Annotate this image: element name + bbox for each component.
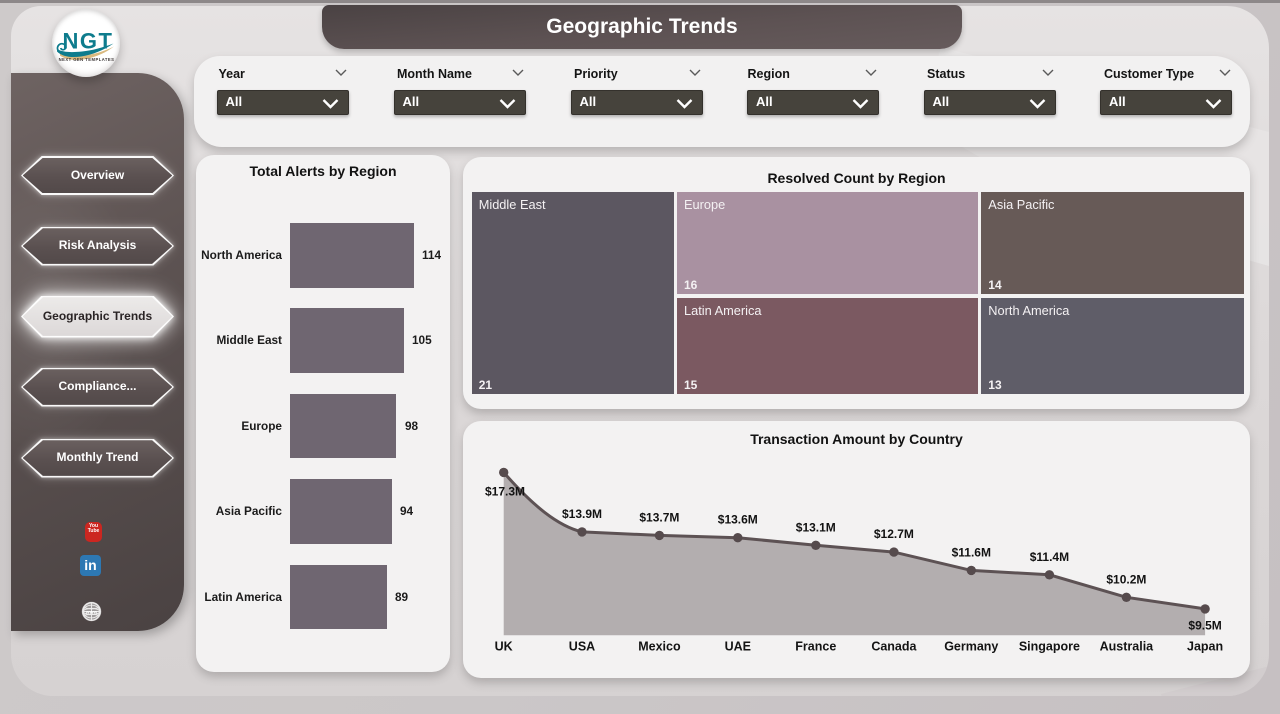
svg-text:$9.5M: $9.5M: [1188, 619, 1221, 633]
svg-text:$10.2M: $10.2M: [1106, 572, 1146, 586]
svg-text:USA: USA: [569, 640, 595, 654]
svg-text:Japan: Japan: [1187, 640, 1223, 654]
svg-text:UK: UK: [495, 640, 513, 654]
svg-text:$13.9M: $13.9M: [562, 507, 602, 521]
svg-text:$17.3M: $17.3M: [485, 484, 525, 498]
svg-text:$13.1M: $13.1M: [796, 520, 836, 534]
svg-text:NGT: NGT: [63, 29, 114, 54]
svg-text:$11.4M: $11.4M: [1030, 550, 1069, 564]
svg-text:$13.6M: $13.6M: [718, 513, 758, 527]
svg-text:Germany: Germany: [944, 640, 998, 654]
svg-text:Mexico: Mexico: [638, 640, 681, 654]
svg-text:www: www: [84, 610, 97, 615]
svg-text:Australia: Australia: [1100, 640, 1155, 654]
svg-text:France: France: [795, 640, 836, 654]
svg-text:NEXT GEN TEMPLATES: NEXT GEN TEMPLATES: [59, 57, 115, 62]
svg-text:$13.7M: $13.7M: [639, 510, 679, 524]
svg-text:UAE: UAE: [725, 640, 751, 654]
svg-text:$12.7M: $12.7M: [874, 527, 914, 541]
svg-text:Canada: Canada: [871, 640, 917, 654]
svg-text:Singapore: Singapore: [1019, 640, 1080, 654]
svg-text:$11.6M: $11.6M: [952, 545, 991, 559]
